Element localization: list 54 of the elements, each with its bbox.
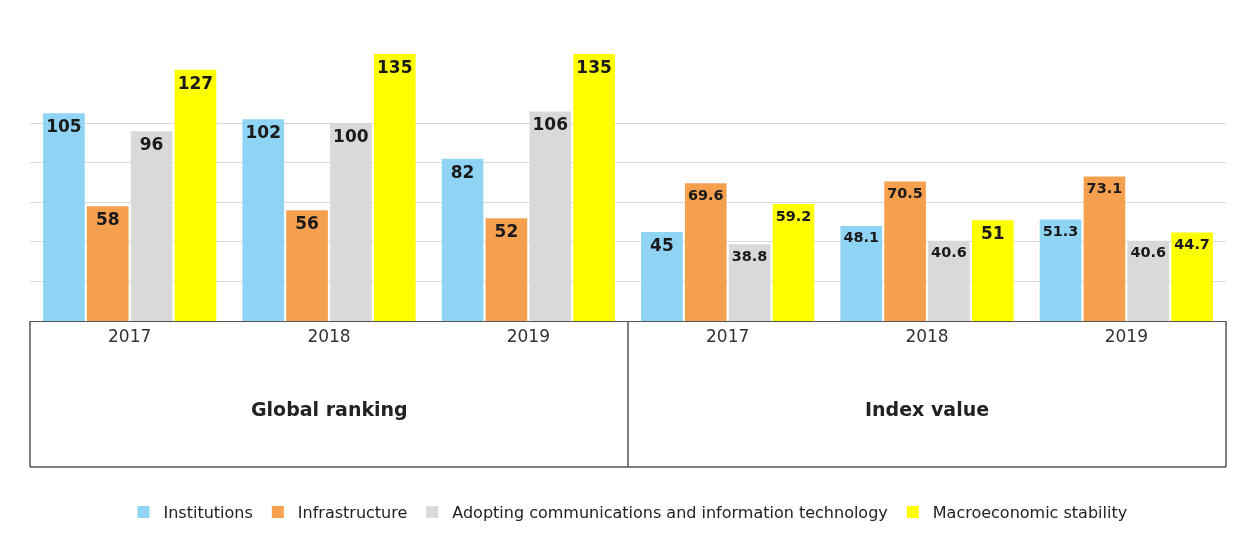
data-label: 48.1 [843,229,880,246]
x-tick-label: 2019 [506,326,550,347]
data-label: 52 [494,221,519,242]
text: Global ranking [251,398,408,420]
bar [772,203,815,321]
bar [174,69,217,321]
bar [286,210,328,321]
bar [884,181,926,321]
data-label: 58 [95,209,120,230]
data-label: 56 [295,213,319,234]
x-tick-label: 2017 [108,326,152,347]
data-label: 69.6 [687,186,724,203]
data-label: 135 [377,57,413,78]
x-tick-label: 2017 [706,326,750,347]
data-label: 105 [46,116,82,137]
legend-label: Macroeconomic stability [932,503,1128,523]
bar [373,54,416,321]
x-tick-label: 2019 [1104,326,1148,347]
data-label: 40.6 [1130,244,1167,261]
bar [43,113,85,321]
data-label: 38.8 [731,247,768,264]
bar [485,218,528,321]
data-label: 40.6 [931,244,967,261]
x-tick-label: 2018 [307,326,351,347]
bar [684,183,727,321]
bar [1039,219,1082,321]
x-tick-label: 2018 [905,326,949,347]
data-label: 102 [245,122,281,143]
text: Index value [865,398,990,420]
bar [441,158,484,321]
data-label: 45 [650,235,674,256]
legend-label: Infrastructure [297,503,408,523]
data-label: 59.2 [775,207,812,224]
bar [1171,232,1213,321]
legend-label: Adopting communications and information technology [452,503,888,523]
data-label: 106 [532,114,569,135]
data-label: 51 [980,223,1005,244]
data-label: 135 [576,57,612,78]
bar [840,225,883,321]
data-label: 70.5 [887,185,923,202]
bar [573,54,615,321]
data-label: 96 [139,134,164,155]
bar [641,232,683,321]
data-label: 44.7 [1174,236,1210,253]
data-label: 82 [450,161,475,182]
bar [1083,176,1126,321]
data-label: 127 [177,72,214,93]
bar [971,220,1014,321]
bar [86,206,129,321]
legend-label: Institutions [163,503,253,523]
data-label: 51.3 [1042,223,1079,240]
data-label: 100 [333,126,369,147]
bar [242,119,285,321]
data-label: 73.1 [1086,180,1123,197]
